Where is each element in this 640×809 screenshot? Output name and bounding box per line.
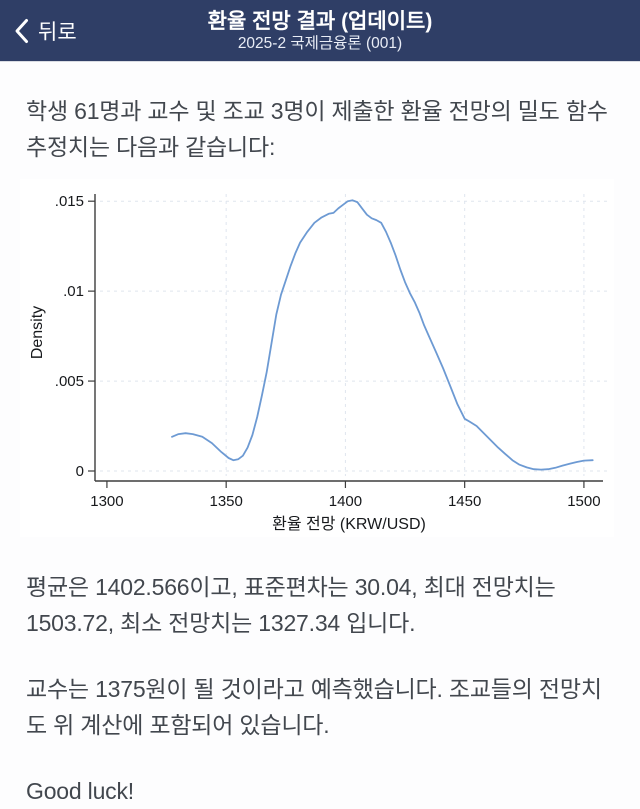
density-chart: 0 .005 .01 .015 1300 1350 1400 1450 1500 환율 전망 (K… xyxy=(20,179,614,537)
back-button[interactable]: 뒤로 xyxy=(14,0,77,62)
professor-paragraph: 교수는 1375원이 될 것이라고 예측했습니다. 조교들의 전망치도 위 계산… xyxy=(26,676,602,738)
svg-text:1400: 1400 xyxy=(329,493,362,510)
svg-text:.005: .005 xyxy=(55,373,84,390)
svg-text:환율 전망 (KRW/USD): 환율 전망 (KRW/USD) xyxy=(272,515,426,533)
page-subtitle: 2025-2 국제금융론 (001) xyxy=(237,34,403,52)
header-titles: 환율 전망 결과 (업데이트) 2025-2 국제금융론 (001) xyxy=(0,0,640,62)
svg-text:1500: 1500 xyxy=(567,493,600,510)
svg-text:.015: .015 xyxy=(55,193,84,210)
intro-paragraph: 학생 61명과 교수 및 조교 3명이 제출한 환율 전망의 밀도 함수 추정치… xyxy=(26,98,608,160)
svg-text:1450: 1450 xyxy=(448,493,481,510)
back-button-label: 뒤로 xyxy=(38,21,77,44)
main-content: 학생 61명과 교수 및 조교 3명이 제출한 환율 전망의 밀도 함수 추정치… xyxy=(0,93,640,809)
svg-text:1300: 1300 xyxy=(90,493,123,510)
density-chart-svg: 0 .005 .01 .015 1300 1350 1400 1450 1500 환율 전망 (K… xyxy=(29,193,608,533)
app-header: 뒤로 환율 전망 결과 (업데이트) 2025-2 국제금융론 (001) xyxy=(0,0,640,62)
closing-paragraph: Good luck! xyxy=(26,778,134,804)
chevron-left-icon xyxy=(14,18,29,44)
stats-paragraph: 평균은 1402.566이고, 표준편차는 30.04, 최대 전망치는 150… xyxy=(26,574,556,636)
page-title: 환율 전망 결과 (업데이트) xyxy=(207,9,433,33)
svg-text:Density: Density xyxy=(29,306,46,359)
svg-text:1350: 1350 xyxy=(209,493,242,510)
svg-text:0: 0 xyxy=(76,463,84,480)
svg-text:.01: .01 xyxy=(63,283,84,300)
